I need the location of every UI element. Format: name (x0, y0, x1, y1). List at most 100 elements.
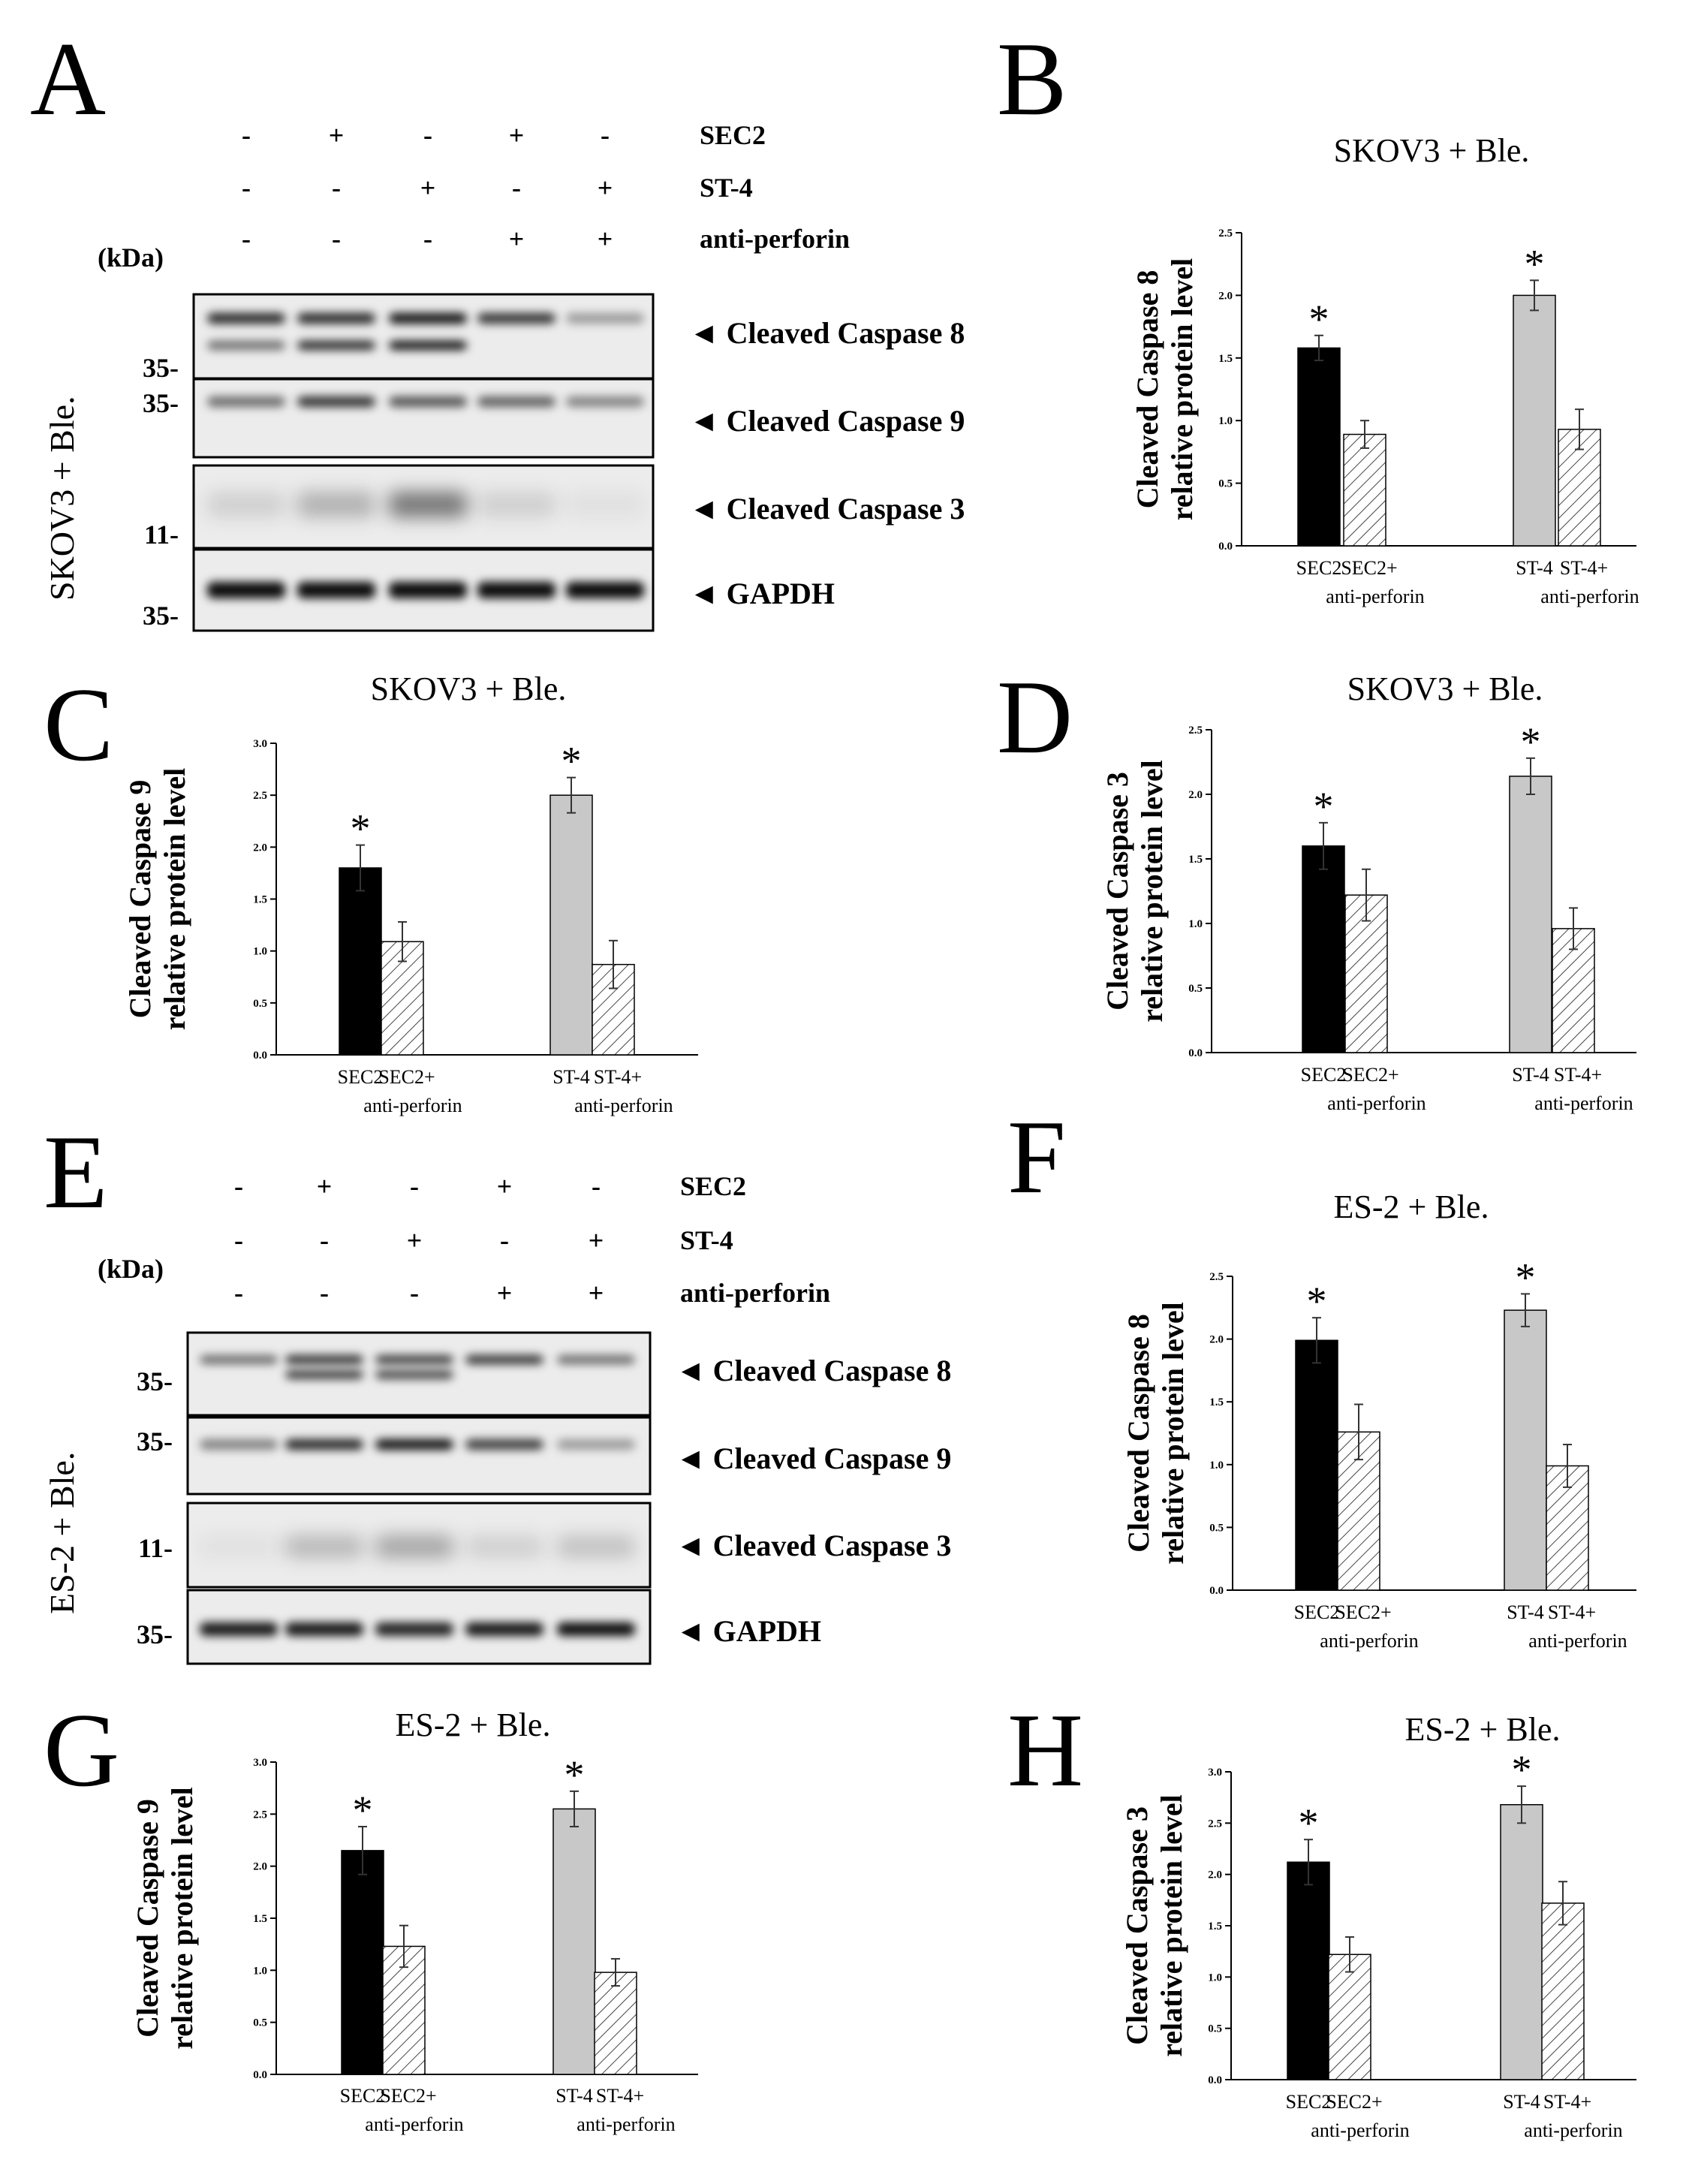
x-category-label: ST-4 (1507, 1601, 1544, 1623)
treatment-sign: + (317, 1171, 333, 1201)
panel-letter-c: C (44, 667, 113, 783)
x-category-label: ST-4 (555, 2085, 593, 2107)
y-tick-label: 2.0 (253, 842, 267, 854)
kda-label: (kDa) (98, 242, 164, 273)
mw-marker: 35- (137, 1619, 173, 1649)
significance-marker: * (1512, 1747, 1532, 1792)
treatment-sign: + (509, 224, 525, 254)
mw-marker: 35- (137, 1366, 173, 1396)
x-category-label: anti-perforin (1524, 2119, 1622, 2141)
x-category-label: anti-perforin (1326, 586, 1424, 607)
treatment-label: anti-perforin (680, 1278, 830, 1308)
bar (1509, 776, 1552, 1053)
y-tick-label: 2.0 (1209, 1334, 1224, 1346)
protein-band (285, 1355, 363, 1364)
chart-title: ES-2 + Ble. (1334, 1188, 1489, 1225)
bar (1500, 1803, 1543, 2080)
protein-band (557, 1622, 635, 1636)
treatment-label: anti-perforin (700, 224, 850, 254)
x-category-label: SEC2+ (1341, 557, 1397, 579)
y-tick-label: 1.0 (253, 1965, 267, 1977)
western-blot-es2: ES-2 + Ble. (kDa) - + - + - SEC2 - - + - + ST-4 - - - +… (43, 1171, 951, 1665)
treatment-sign: + (497, 1278, 513, 1308)
y-axis-label: relative protein level (1156, 1302, 1190, 1565)
treatment-sign: + (598, 224, 613, 254)
protein-band (375, 1355, 453, 1364)
panel-letter-d: D (997, 659, 1073, 776)
y-tick-label: 0.5 (1218, 478, 1233, 490)
treatment-sign: - (234, 1171, 243, 1201)
treatment-sign: + (407, 1225, 423, 1255)
y-tick-label: 2.0 (1188, 789, 1203, 801)
protein-band (389, 492, 467, 517)
y-tick-label: 0.5 (1188, 983, 1203, 995)
x-category-label: SEC2 (338, 1066, 384, 1088)
x-category-label: ST-4 (1516, 557, 1553, 579)
y-axis-label: relative protein level (1155, 1794, 1188, 2057)
y-tick-label: 1.5 (1218, 353, 1233, 365)
y-tick-label: 1.0 (1188, 918, 1203, 930)
x-category-label: anti-perforin (365, 2113, 463, 2135)
kda-label: (kDa) (98, 1254, 164, 1284)
x-category-label: ST-4+ (594, 1066, 642, 1088)
x-category-label: SEC2+ (378, 1066, 435, 1088)
protein-band (375, 1439, 453, 1450)
panel-letter-e: E (44, 1114, 108, 1231)
x-category-label: anti-perforin (1528, 1630, 1627, 1652)
protein-band (297, 313, 375, 324)
protein-band (557, 1439, 635, 1450)
y-tick-label: 3.0 (253, 738, 267, 750)
treatment-sign: - (601, 120, 610, 150)
y-tick-label: 0.0 (253, 2069, 267, 2081)
band-label: ◄ Cleaved Caspase 8 (676, 1354, 951, 1387)
x-category-label: ST-4+ (1548, 1601, 1596, 1623)
treatment-label: SEC2 (680, 1171, 746, 1201)
x-category-label: anti-perforin (1540, 586, 1639, 607)
bar (1541, 1902, 1585, 2080)
y-tick-label: 1.5 (1209, 1396, 1224, 1408)
western-blot-skov3: SKOV3 + Ble. (kDa) - + - + - SEC2 - - + - + ST-4 - - -… (43, 120, 965, 632)
bar-chart-d: SKOV3 + Ble. Cleaved Caspase 3 relative pr… (1100, 670, 1636, 1114)
y-tick-label: 2.0 (253, 1861, 267, 1873)
y-axis-label: Cleaved Caspase 8 (1131, 270, 1164, 509)
x-category-label: SEC2+ (380, 2085, 436, 2107)
x-category-label: ST-4+ (596, 2085, 644, 2107)
x-category-label: SEC2 (1301, 1064, 1347, 1086)
y-axis-label: Cleaved Caspase 8 (1121, 1314, 1155, 1553)
y-tick-label: 0.5 (253, 2017, 267, 2029)
treatment-sign: - (234, 1278, 243, 1308)
y-axis-label: relative protein level (1165, 258, 1199, 521)
y-tick-label: 2.0 (1218, 290, 1233, 302)
treatment-sign: - (423, 120, 432, 150)
y-tick-label: 0.5 (1208, 2023, 1222, 2035)
protein-band (297, 582, 375, 598)
bar (552, 1808, 596, 2075)
panel-letter-f: F (1007, 1099, 1066, 1216)
panel-letter-g: G (44, 1692, 119, 1809)
y-axis-label: relative protein level (158, 768, 191, 1031)
x-category-label: ST-4+ (1543, 2091, 1591, 2113)
treatment-label: SEC2 (700, 120, 766, 150)
treatment-sign: - (242, 120, 251, 150)
chart-title: SKOV3 + Ble. (1334, 132, 1530, 169)
protein-band (389, 396, 467, 407)
treatment-sign: + (598, 173, 613, 203)
protein-band (566, 582, 644, 598)
significance-marker: * (1307, 1279, 1327, 1324)
chart-title: SKOV3 + Ble. (1347, 670, 1543, 707)
protein-band (207, 313, 285, 324)
y-axis-label: Cleaved Caspase 9 (123, 780, 157, 1019)
treatment-sign: - (242, 173, 251, 203)
bar (1287, 1861, 1330, 2080)
significance-marker: * (1516, 1255, 1536, 1300)
y-tick-label: 1.5 (1188, 854, 1203, 866)
x-category-label: ST-4+ (1554, 1064, 1602, 1086)
bar (1328, 1954, 1371, 2080)
protein-band (207, 341, 285, 350)
treatment-sign: - (410, 1278, 419, 1308)
protein-band (557, 1535, 635, 1558)
x-category-label: ST-4 (552, 1066, 590, 1088)
x-category-label: ST-4 (1503, 2091, 1540, 2113)
protein-band (566, 492, 644, 517)
protein-band (389, 341, 467, 350)
